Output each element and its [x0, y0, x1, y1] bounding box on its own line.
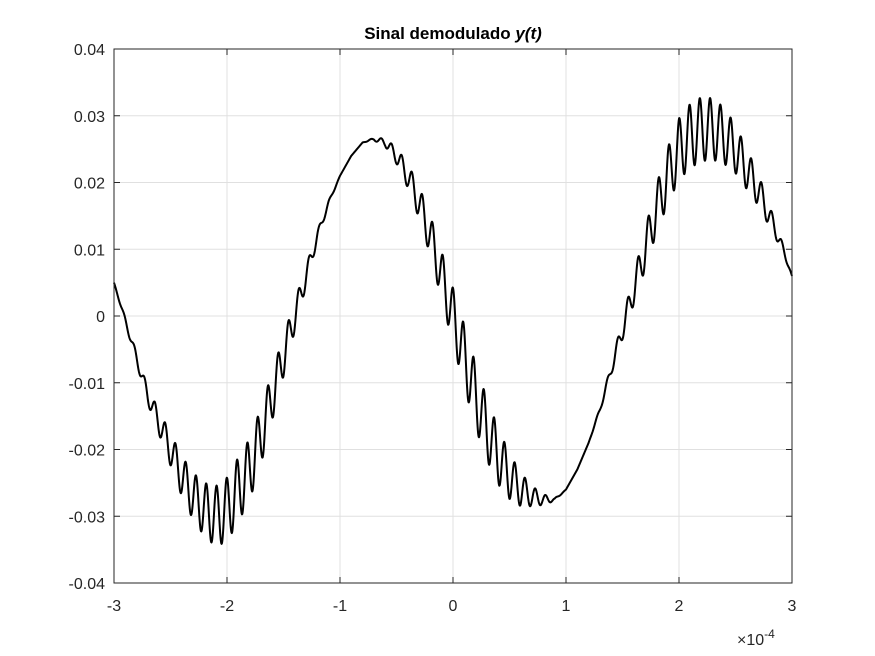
x-tick-label: 3 [788, 598, 797, 615]
x-axis-exponent-base: ×10 [737, 632, 764, 649]
x-tick-label: -3 [107, 598, 121, 615]
chart-title-main: Sinal demodulado [364, 24, 515, 43]
y-tick-label: 0.03 [74, 109, 105, 126]
grid-lines [113, 48, 793, 584]
x-tick-label: -2 [220, 598, 234, 615]
y-tick-label: 0.02 [74, 176, 105, 193]
x-axis-exponent: ×10-4 [737, 627, 775, 649]
x-tick-label: -1 [333, 598, 347, 615]
y-tick-label: 0 [96, 309, 105, 326]
y-tick-label: 0.04 [74, 42, 105, 59]
tick-marks [113, 48, 793, 584]
chart-title-symbol: y(t) [514, 24, 542, 43]
x-tick-label: 1 [562, 598, 571, 615]
signal-line [113, 97, 793, 545]
x-axis-exponent-power: -4 [764, 627, 775, 641]
y-tick-labels: -0.04 -0.03 -0.02 -0.01 0 0.01 0.02 0.03 0.04 [69, 42, 106, 593]
x-tick-label: 0 [449, 598, 458, 615]
y-tick-label: 0.01 [74, 242, 105, 259]
x-tick-labels: -3 -2 -1 0 1 2 3 [107, 598, 797, 615]
y-tick-label: -0.03 [69, 509, 106, 526]
x-tick-label: 2 [675, 598, 684, 615]
y-tick-label: -0.04 [69, 576, 106, 593]
y-tick-label: -0.01 [69, 376, 106, 393]
chart-title: Sinal demodulado y(t) [364, 24, 542, 43]
y-tick-label: -0.02 [69, 443, 106, 460]
